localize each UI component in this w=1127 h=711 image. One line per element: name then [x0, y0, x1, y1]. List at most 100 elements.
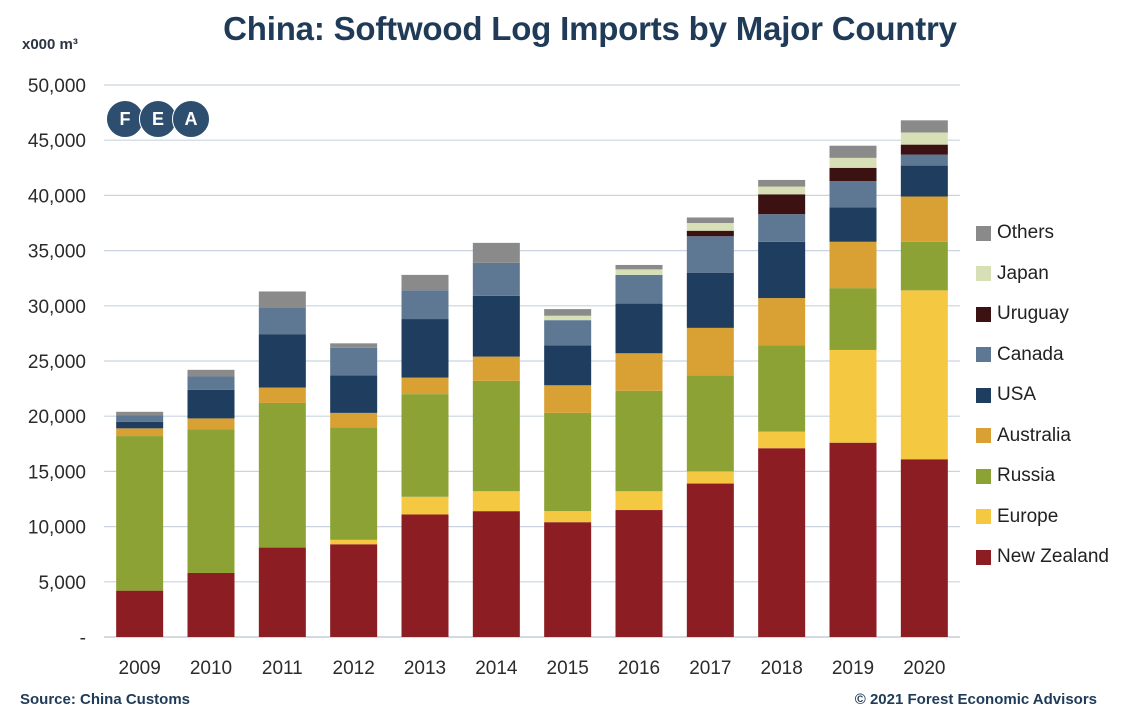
bar-segment	[330, 347, 378, 376]
legend-item: Russia	[976, 456, 1109, 497]
bar-segment	[900, 196, 948, 242]
bar-segment	[900, 120, 948, 133]
bar-segment	[187, 369, 235, 377]
bar-segment	[758, 448, 806, 637]
bar-segment	[686, 272, 734, 328]
bar-segment	[615, 353, 663, 391]
bar-segment	[829, 349, 877, 443]
y-tick-label: 25,000	[28, 352, 86, 373]
legend-item: Australia	[976, 416, 1109, 457]
bar-segment	[686, 217, 734, 223]
bar-segment	[829, 167, 877, 182]
legend-swatch	[976, 387, 991, 403]
y-tick-label: 10,000	[28, 518, 86, 539]
bar-segment	[615, 274, 663, 304]
legend-label: Europe	[997, 505, 1059, 527]
bar-segment	[472, 356, 520, 381]
bar-segment	[258, 387, 306, 403]
legend-label: USA	[997, 384, 1037, 406]
legend-item: Uruguay	[976, 294, 1109, 335]
y-tick-label: -	[80, 628, 86, 649]
fea-logo: F E A	[106, 100, 210, 138]
bar-segment	[758, 179, 806, 187]
bar-segment	[472, 262, 520, 296]
bar-segment	[900, 290, 948, 460]
legend-swatch	[976, 347, 991, 363]
legend-label: Uruguay	[997, 303, 1069, 325]
bar-segment	[900, 144, 948, 155]
y-tick-label: 15,000	[28, 462, 86, 483]
x-tick-label: 2016	[618, 658, 660, 679]
bar-segment	[900, 459, 948, 637]
bar-segment	[187, 572, 235, 637]
bar-segment	[401, 319, 449, 378]
bar-segment	[472, 242, 520, 263]
bar-segment	[758, 214, 806, 242]
bar-segment	[900, 132, 948, 145]
bar-segment	[401, 394, 449, 497]
legend-item: Others	[976, 213, 1109, 254]
bar-segment	[187, 389, 235, 419]
bar-segment	[615, 264, 663, 270]
bar-segment	[544, 309, 592, 316]
bar-segment	[686, 471, 734, 484]
y-axis-unit: x000 m³	[22, 36, 78, 53]
x-tick-label: 2013	[404, 658, 446, 679]
legend-item: Japan	[976, 254, 1109, 295]
bar-segment	[544, 320, 592, 346]
bar-segment	[758, 345, 806, 432]
bar-segment	[330, 343, 378, 348]
bar-segment	[829, 442, 877, 637]
legend-swatch	[976, 549, 991, 565]
bar-segment	[686, 483, 734, 637]
bar-segment	[116, 428, 164, 437]
bar-segment	[544, 511, 592, 523]
bar-segment	[401, 377, 449, 395]
y-tick-label: 20,000	[28, 407, 86, 428]
bar-segment	[401, 274, 449, 291]
bar-segment	[544, 412, 592, 512]
legend-item: Europe	[976, 497, 1109, 538]
legend-swatch	[976, 468, 991, 484]
bar-segment	[758, 298, 806, 346]
x-tick-label: 2017	[689, 658, 731, 679]
bar-segment	[544, 385, 592, 413]
bar-segment	[401, 496, 449, 515]
bar-segment	[258, 334, 306, 388]
x-tick-label: 2012	[333, 658, 375, 679]
bar-segment	[258, 308, 306, 335]
bar-segment	[829, 241, 877, 289]
legend-swatch	[976, 428, 991, 444]
bar-segment	[187, 418, 235, 430]
y-tick-label: 30,000	[28, 297, 86, 318]
x-tick-label: 2020	[903, 658, 945, 679]
bar-segment	[258, 291, 306, 309]
bar-segment	[187, 429, 235, 573]
bar-segment	[472, 511, 520, 637]
bar-segment	[900, 241, 948, 291]
bar-segment	[829, 157, 877, 168]
source-note: Source: China Customs	[20, 691, 191, 708]
legend-swatch	[976, 509, 991, 525]
bar-segment	[116, 411, 164, 416]
x-tick-label: 2019	[832, 658, 874, 679]
bar-segment	[330, 375, 378, 413]
bar-segment	[900, 165, 948, 197]
legend-label: Russia	[997, 465, 1056, 487]
bar-segment	[330, 412, 378, 428]
legend-label: Others	[997, 222, 1055, 244]
legend-label: Canada	[997, 343, 1064, 365]
bar-segment	[686, 327, 734, 376]
bar-segment	[615, 390, 663, 492]
legend-swatch	[976, 306, 991, 322]
bar-segment	[401, 514, 449, 637]
bar-segment	[615, 491, 663, 511]
bar-segment	[116, 590, 164, 637]
bar-segment	[116, 436, 164, 591]
legend-item: USA	[976, 375, 1109, 416]
bar-segment	[472, 491, 520, 512]
bar-segment	[187, 376, 235, 390]
x-tick-label: 2014	[475, 658, 518, 679]
legend-item: New Zealand	[976, 537, 1109, 578]
bar-segment	[615, 303, 663, 354]
